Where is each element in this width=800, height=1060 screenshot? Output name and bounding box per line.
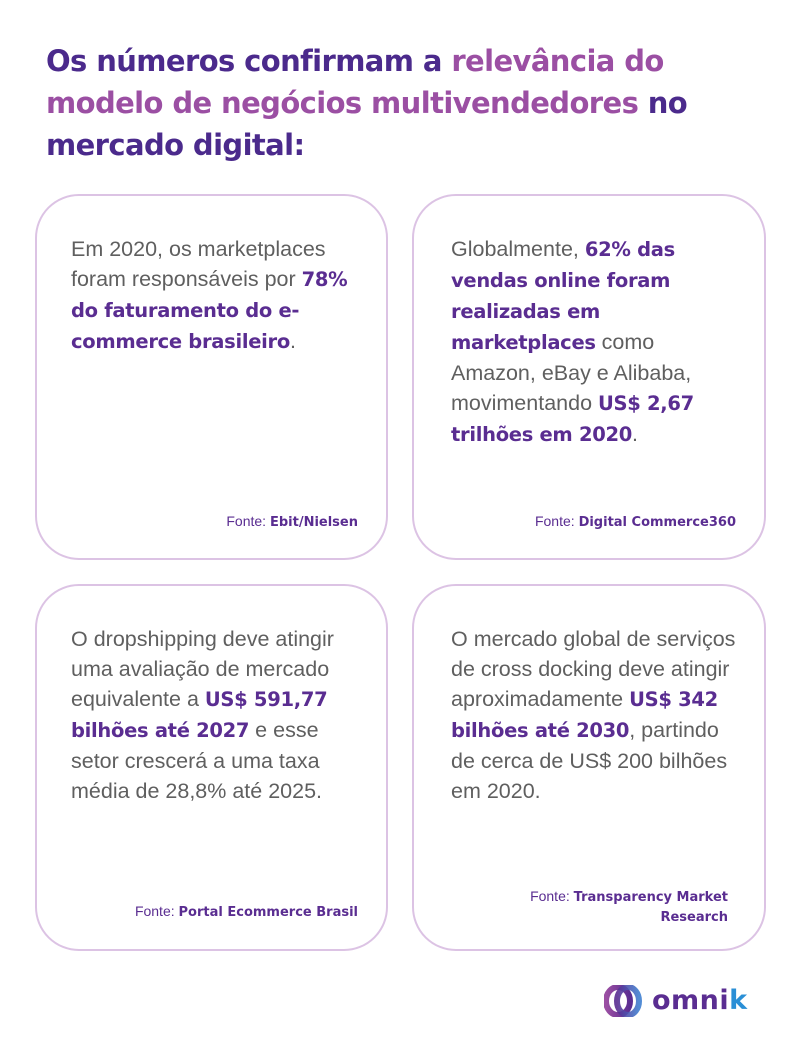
omnik-wordmark: omnik: [652, 985, 748, 1016]
body-text: .: [632, 422, 638, 446]
highlight-text: US$ 342 bilhões até 2030: [451, 688, 718, 742]
body-text: e esse setor crescerá a uma taxa média d…: [71, 718, 323, 803]
title-part1: Os números confirmam a: [46, 44, 452, 78]
omnik-logo: omnik: [604, 984, 748, 1018]
body-text: O dropshipping deve atingir uma avaliaçã…: [71, 627, 334, 711]
highlight-text: US$ 2,67 trilhões em 2020: [451, 392, 694, 446]
source-label: Fonte:: [534, 513, 579, 529]
body-text: como Amazon, eBay e Alibaba, movimentand…: [451, 330, 692, 415]
body-text: .: [289, 329, 296, 353]
source-citation: Fonte: Ebit/Nielsen: [226, 512, 358, 532]
stat-card-global-marketplaces: Globalmente, 62% das vendas online foram…: [412, 194, 766, 560]
source-citation: Fonte: Transparency Market Research: [468, 887, 728, 927]
page-title: Os números confirmam a relevância do mod…: [46, 40, 776, 166]
source-label: Fonte:: [134, 903, 179, 919]
source-label: Fonte:: [530, 888, 574, 904]
stat-text: Globalmente, 62% das vendas online foram…: [451, 234, 740, 450]
source-name: Portal Ecommerce Brasil: [178, 905, 358, 920]
body-text: Globalmente,: [451, 237, 585, 261]
body-text: Em 2020, os marketplaces foram responsáv…: [71, 237, 326, 291]
source-name: Ebit/Nielsen: [269, 515, 358, 530]
source-citation: Fonte: Digital Commerce360: [535, 512, 736, 532]
highlight-text: US$ 591,77 bilhões até 2027: [71, 688, 328, 742]
omnik-logo-mark-icon: [604, 985, 642, 1017]
stat-card-dropshipping: O dropshipping deve atingir uma avaliaçã…: [35, 584, 388, 951]
body-text: O mercado global de serviços de cross do…: [451, 627, 736, 711]
title-highlight: relevância do modelo de negócios multive…: [46, 44, 664, 120]
source-name: Transparency Market Research: [573, 890, 728, 925]
stat-text: Em 2020, os marketplaces foram responsáv…: [71, 234, 362, 357]
body-text: , partindo de cerca de US$ 200 bilhões e…: [451, 718, 728, 803]
source-citation: Fonte: Portal Ecommerce Brasil: [135, 902, 358, 922]
stat-card-cross-docking: O mercado global de serviços de cross do…: [412, 584, 766, 951]
highlight-text: 78% do faturamento do e-commerce brasile…: [71, 268, 348, 353]
title-part2: no mercado digital:: [46, 86, 688, 162]
stat-text: O mercado global de serviços de cross do…: [451, 624, 740, 806]
source-label: Fonte:: [226, 513, 270, 529]
stat-card-marketplaces-brazil: Em 2020, os marketplaces foram responsáv…: [35, 194, 388, 560]
source-name: Digital Commerce360: [578, 515, 736, 530]
stat-text: O dropshipping deve atingir uma avaliaçã…: [71, 624, 362, 806]
highlight-text: 62% das vendas online foram realizadas e…: [451, 238, 675, 354]
